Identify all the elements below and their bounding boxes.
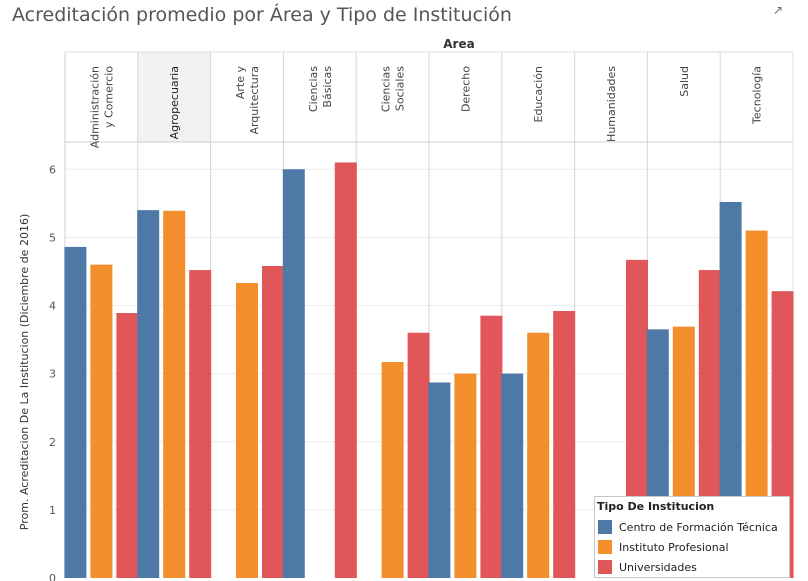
bar [553,310,576,578]
y-tick-label: 2 [49,436,56,449]
legend-label: Instituto Profesional [619,540,729,554]
bar [381,362,404,578]
bar [745,230,768,578]
bar [262,265,284,578]
bar [454,373,477,578]
category-label-line: Administración [88,66,101,148]
legend-swatch [598,520,612,534]
legend[interactable]: Tipo De Institucion Centro de Formación … [594,496,790,578]
category-label-line: Arte y [234,66,247,100]
bar [282,169,305,578]
category-label-line: Básicas [321,66,334,108]
bar [189,270,212,578]
category-label-line: Ciencias [380,66,393,112]
bar [407,332,430,578]
category-label: Humanidades [605,66,618,142]
legend-label: Centro de Formación Técnica [619,520,778,534]
y-tick-label: 1 [49,504,56,517]
category-label-line: Agropecuaria [168,66,181,139]
bar [527,332,550,578]
legend-label: Universidades [619,560,697,574]
bar [137,210,160,578]
category-label-line: Arquitectura [248,66,261,135]
y-tick-label: 4 [49,300,56,313]
y-tick-label: 0 [49,572,56,581]
category-label: Agropecuaria [168,66,181,139]
bar [719,201,742,578]
y-tick-label: 6 [49,163,56,176]
category-label-line: Educación [532,66,545,123]
column-header: Area [443,37,474,51]
category-label: Educación [532,66,545,123]
category-label: Tecnología [751,66,764,125]
bar [163,210,186,578]
y-tick-label: 5 [49,231,56,244]
category-label: Derecho [459,66,472,112]
legend-swatch [598,540,612,554]
legend-item-instituto-profesional[interactable]: Instituto Profesional [595,537,789,557]
category-label: Salud [678,66,691,97]
highlighted-header-cell [137,52,211,142]
category-label: Ciencias Sociales [380,66,407,112]
legend-item-centro-formacion-tecnica[interactable]: Centro de Formación Técnica [595,517,789,537]
legend-title: Tipo De Institucion [597,500,715,513]
bar [236,283,258,578]
y-axis-label: Prom. Acreditacion De La Institucion (Di… [18,214,31,530]
bar [64,246,87,578]
category-label-line: Humanidades [605,66,618,142]
category-label-line: Sociales [394,66,407,111]
bar [90,264,113,578]
bar [428,382,451,578]
y-tick-label: 3 [49,368,56,381]
category-label-line: Salud [678,66,691,97]
bar [334,162,357,578]
legend-swatch [598,560,612,574]
category-label-line: Tecnología [751,66,764,125]
expand-icon[interactable]: ↗ [773,3,784,17]
category-label-line: Derecho [459,66,472,112]
category-label: Administración y Comercio [88,66,115,149]
bar [480,315,503,578]
bar [116,312,139,578]
legend-item-universidades[interactable]: Universidades [595,557,789,577]
chart-title: Acreditación promedio por Área y Tipo de… [12,4,512,26]
category-label: Arte y Arquitectura [234,66,261,135]
category-label-line: y Comercio [102,66,115,128]
category-label-line: Ciencias [307,66,320,112]
category-label: Ciencias Básicas [307,66,334,112]
bar [501,373,524,578]
